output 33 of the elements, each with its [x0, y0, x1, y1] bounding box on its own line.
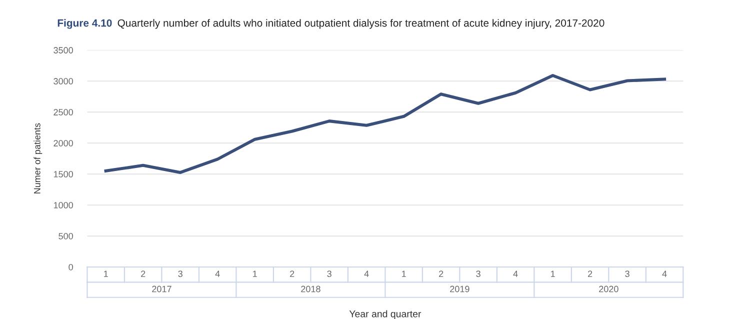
- x-axis-title: Year and quarter: [349, 310, 422, 319]
- y-tick-label: 0: [68, 264, 73, 270]
- x-tick-label: 4: [662, 270, 667, 277]
- x-tick-label: 2: [439, 270, 444, 277]
- x-tick-label: 3: [327, 270, 332, 278]
- x-tick-label: 2: [141, 270, 146, 277]
- x-tick-label: 2: [290, 270, 294, 277]
- x-tick-label: 1: [550, 270, 555, 277]
- x-tick-label: 3: [625, 270, 630, 278]
- line-series: [104, 74, 666, 174]
- x-tick-label: 3: [476, 270, 480, 278]
- y-tick-label: 1500: [54, 171, 73, 178]
- x-tick-label: 1: [402, 270, 406, 277]
- y-tick-label: 1000: [54, 202, 73, 208]
- x-tick-label: 1: [253, 270, 257, 277]
- chart-title: Figure 4.10: [58, 19, 112, 29]
- text: 2017: [152, 286, 172, 292]
- y-axis-title: Numer of patients: [34, 123, 42, 194]
- y-tick-label: 3500: [54, 47, 73, 54]
- x-tick-label: 3: [178, 270, 182, 278]
- x-tick-label: 4: [215, 270, 220, 277]
- x-tick-label: 4: [364, 270, 369, 277]
- x-tick-label: 4: [513, 270, 518, 277]
- text: 2018: [301, 286, 320, 292]
- x-tick-label: 2: [588, 270, 592, 277]
- y-tick-label: 500: [58, 232, 73, 240]
- y-tick-label: 2500: [54, 109, 73, 116]
- text: 2019: [450, 286, 470, 292]
- x-tick-label: 1: [104, 270, 108, 277]
- y-tick-label: 2000: [54, 140, 73, 146]
- text: 2020: [599, 286, 618, 292]
- y-tick-label: 3000: [54, 78, 73, 84]
- chart-subtitle: Quarterly number of adults who initiated outpatient dialysis for treatment of acute kidney injury, 2017-2020: [118, 19, 604, 29]
